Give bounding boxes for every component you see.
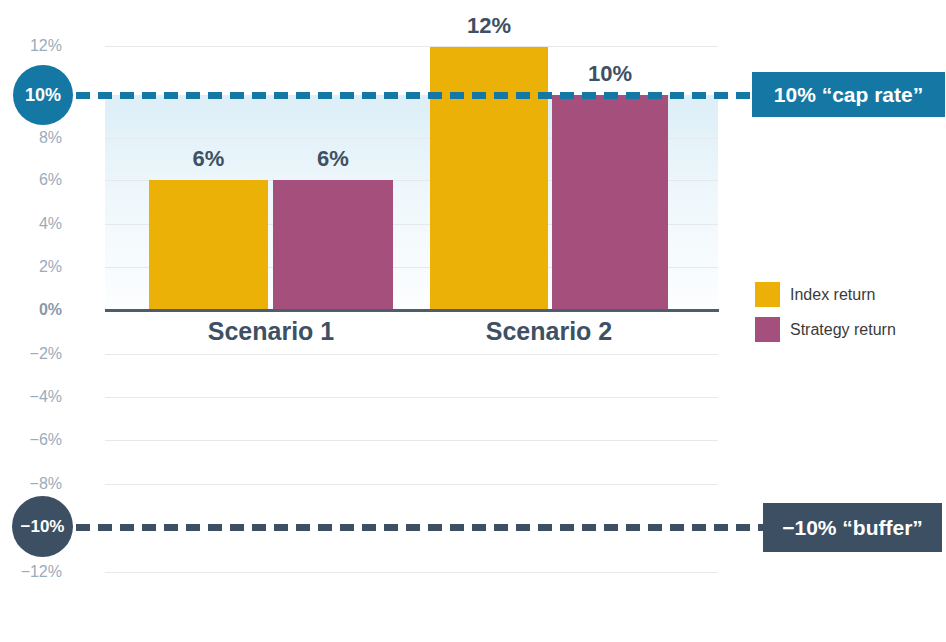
gridline-neg4 (105, 397, 718, 398)
bar-value-scenario1-strategy: 6% (273, 146, 393, 172)
legend-swatch-strategy-return (755, 317, 780, 342)
ytick-4: 4% (0, 215, 62, 233)
cap-rate-dashed-line (76, 92, 752, 99)
bar-scenario2-index (430, 47, 548, 310)
zero-axis-line (105, 309, 719, 312)
gridline-neg6 (105, 440, 718, 441)
gridline-12 (105, 46, 718, 47)
cap-rate-badge: 10% (13, 65, 73, 125)
ytick-0: 0% (0, 301, 62, 319)
ytick-neg6: −6% (0, 431, 62, 449)
buffer-dashed-line (76, 524, 763, 531)
cap-rate-label-text: 10% “cap rate” (774, 83, 923, 107)
legend-swatch-index-return (755, 282, 780, 307)
gridline-neg12 (105, 572, 718, 573)
ytick-neg4: −4% (0, 388, 62, 406)
ytick-neg2: −2% (0, 345, 62, 363)
bar-scenario2-strategy (552, 95, 668, 310)
gridline-neg8 (105, 484, 718, 485)
buffer-label-box: −10% “buffer” (763, 503, 942, 552)
gridline-neg2 (105, 354, 718, 355)
bar-value-scenario2-index: 12% (430, 13, 548, 39)
cap-rate-label-box: 10% “cap rate” (752, 72, 945, 117)
bar-value-scenario2-strategy: 10% (552, 61, 668, 87)
legend-label-strategy-return: Strategy return (790, 321, 896, 339)
buffer-badge: −10% (12, 496, 73, 557)
ytick-2: 2% (0, 258, 62, 276)
buffer-badge-text: −10% (21, 517, 65, 537)
bar-value-scenario1-index: 6% (149, 146, 268, 172)
bar-scenario1-index (149, 180, 268, 310)
ytick-8: 8% (0, 129, 62, 147)
chart: 12% 8% 6% 4% 2% 0% −2% −4% −6% −8% −12% … (0, 0, 946, 642)
ytick-neg8: −8% (0, 475, 62, 493)
ytick-neg12: −12% (0, 563, 62, 581)
ytick-6: 6% (0, 171, 62, 189)
legend-label-index-return: Index return (790, 286, 875, 304)
buffer-label-text: −10% “buffer” (782, 516, 923, 540)
category-label-scenario1: Scenario 1 (149, 317, 393, 346)
cap-rate-badge-text: 10% (25, 85, 61, 106)
category-label-scenario2: Scenario 2 (430, 317, 668, 346)
bar-scenario1-strategy (273, 180, 393, 310)
ytick-12: 12% (0, 37, 62, 55)
